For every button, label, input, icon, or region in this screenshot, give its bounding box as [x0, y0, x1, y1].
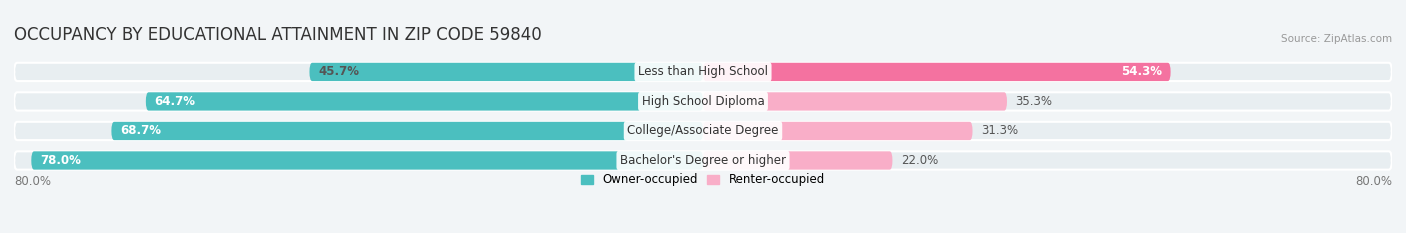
Text: 22.0%: 22.0%	[901, 154, 938, 167]
FancyBboxPatch shape	[703, 151, 893, 170]
FancyBboxPatch shape	[14, 122, 1392, 140]
Text: 78.0%: 78.0%	[39, 154, 80, 167]
Text: High School Diploma: High School Diploma	[641, 95, 765, 108]
Text: 64.7%: 64.7%	[155, 95, 195, 108]
Text: 68.7%: 68.7%	[120, 124, 160, 137]
FancyBboxPatch shape	[309, 63, 703, 81]
Text: 35.3%: 35.3%	[1015, 95, 1053, 108]
Legend: Owner-occupied, Renter-occupied: Owner-occupied, Renter-occupied	[581, 173, 825, 186]
Text: 54.3%: 54.3%	[1121, 65, 1161, 79]
Text: Source: ZipAtlas.com: Source: ZipAtlas.com	[1281, 34, 1392, 44]
FancyBboxPatch shape	[111, 122, 703, 140]
FancyBboxPatch shape	[703, 92, 1007, 111]
FancyBboxPatch shape	[146, 92, 703, 111]
FancyBboxPatch shape	[703, 63, 1171, 81]
FancyBboxPatch shape	[703, 122, 973, 140]
Text: OCCUPANCY BY EDUCATIONAL ATTAINMENT IN ZIP CODE 59840: OCCUPANCY BY EDUCATIONAL ATTAINMENT IN Z…	[14, 26, 541, 44]
Text: 45.7%: 45.7%	[318, 65, 359, 79]
Text: Less than High School: Less than High School	[638, 65, 768, 79]
Text: Bachelor's Degree or higher: Bachelor's Degree or higher	[620, 154, 786, 167]
Text: 80.0%: 80.0%	[14, 175, 51, 188]
FancyBboxPatch shape	[14, 151, 1392, 170]
FancyBboxPatch shape	[14, 63, 1392, 81]
FancyBboxPatch shape	[31, 151, 703, 170]
Text: 31.3%: 31.3%	[981, 124, 1018, 137]
FancyBboxPatch shape	[14, 92, 1392, 111]
Text: 80.0%: 80.0%	[1355, 175, 1392, 188]
Text: College/Associate Degree: College/Associate Degree	[627, 124, 779, 137]
